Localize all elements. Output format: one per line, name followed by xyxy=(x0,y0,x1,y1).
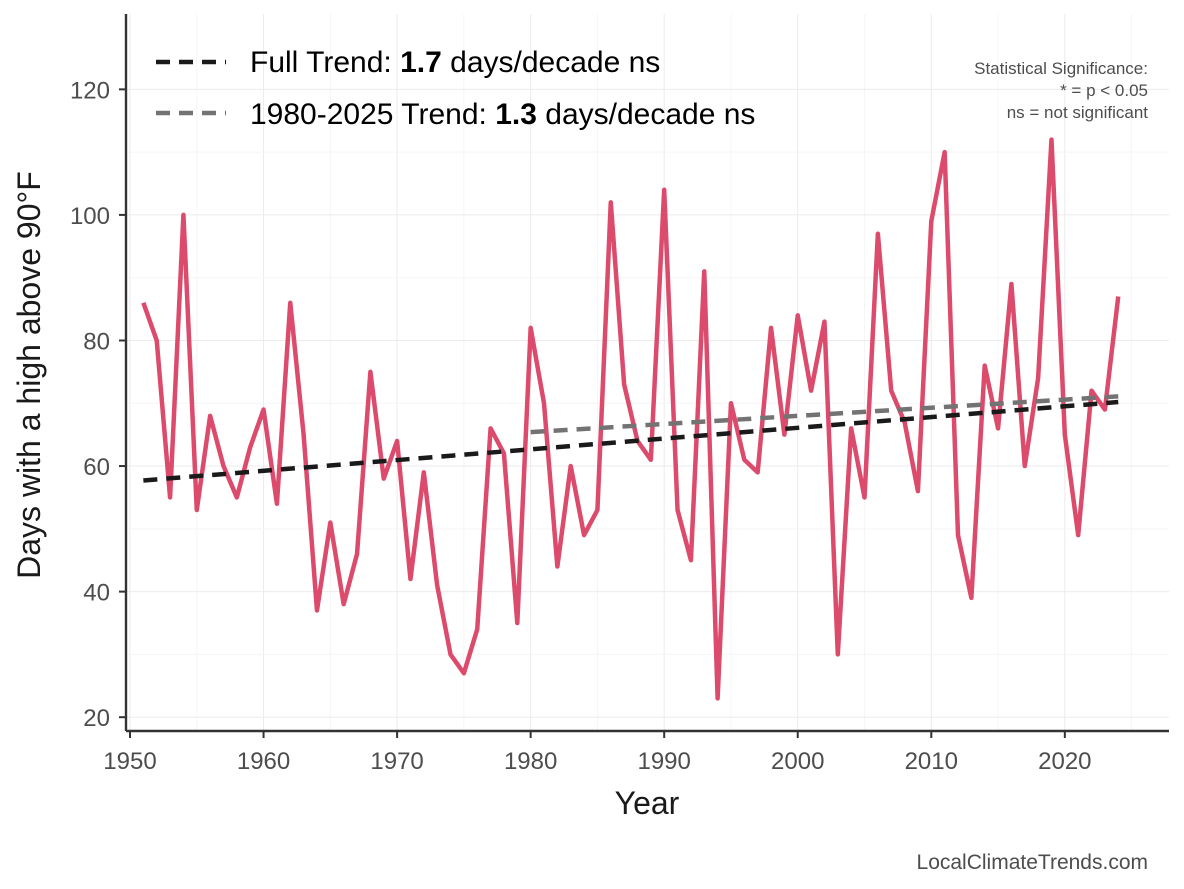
y-tick-label: 20 xyxy=(83,705,110,732)
y-tick-label: 40 xyxy=(83,580,110,607)
x-tick-label: 1960 xyxy=(237,748,290,775)
y-tick-label: 80 xyxy=(83,328,110,355)
significance-ns: ns = not significant xyxy=(1007,103,1149,122)
x-tick-label: 1950 xyxy=(103,748,156,775)
significance-title: Statistical Significance: xyxy=(974,59,1148,78)
y-axis-title: Days with a high above 90°F xyxy=(11,171,47,579)
x-axis-title: Year xyxy=(615,785,680,821)
legend: Full Trend: 1.7 days/decade ns 1980-2025… xyxy=(156,46,755,131)
series xyxy=(143,140,1118,699)
legend-suffix-full-trend: days/decade ns xyxy=(450,46,660,79)
legend-value-full-trend: 1.7 xyxy=(400,46,442,79)
significance-note: Statistical Significance: * = p < 0.05 n… xyxy=(974,59,1148,122)
series-line xyxy=(143,140,1118,699)
legend-label-recent-trend: 1980-2025 Trend: xyxy=(250,98,487,131)
legend-entry-full-trend: Full Trend: 1.7 days/decade ns xyxy=(250,46,660,79)
legend-suffix-recent-trend: days/decade ns xyxy=(545,98,755,131)
x-tick-label: 2010 xyxy=(905,748,958,775)
x-tick-label: 1970 xyxy=(370,748,423,775)
x-tick-label: 1990 xyxy=(637,748,690,775)
y-tick-label: 60 xyxy=(83,454,110,481)
legend-entry-recent-trend: 1980-2025 Trend: 1.3 days/decade ns xyxy=(250,98,755,131)
significance-p: * = p < 0.05 xyxy=(1060,81,1148,100)
y-tick-label: 120 xyxy=(70,77,110,104)
source-credit: LocalClimateTrends.com xyxy=(917,851,1148,874)
legend-label-full-trend: Full Trend: xyxy=(250,46,392,79)
chart: 1950 1960 1970 1980 1990 2000 2010 202020406080… xyxy=(0,0,1184,889)
legend-value-recent-trend: 1.3 xyxy=(495,98,537,131)
y-tick-label: 100 xyxy=(70,203,110,230)
x-tick-label: 1980 xyxy=(504,748,557,775)
x-tick-label: 2000 xyxy=(771,748,824,775)
x-tick-label: 2020 xyxy=(1038,748,1091,775)
